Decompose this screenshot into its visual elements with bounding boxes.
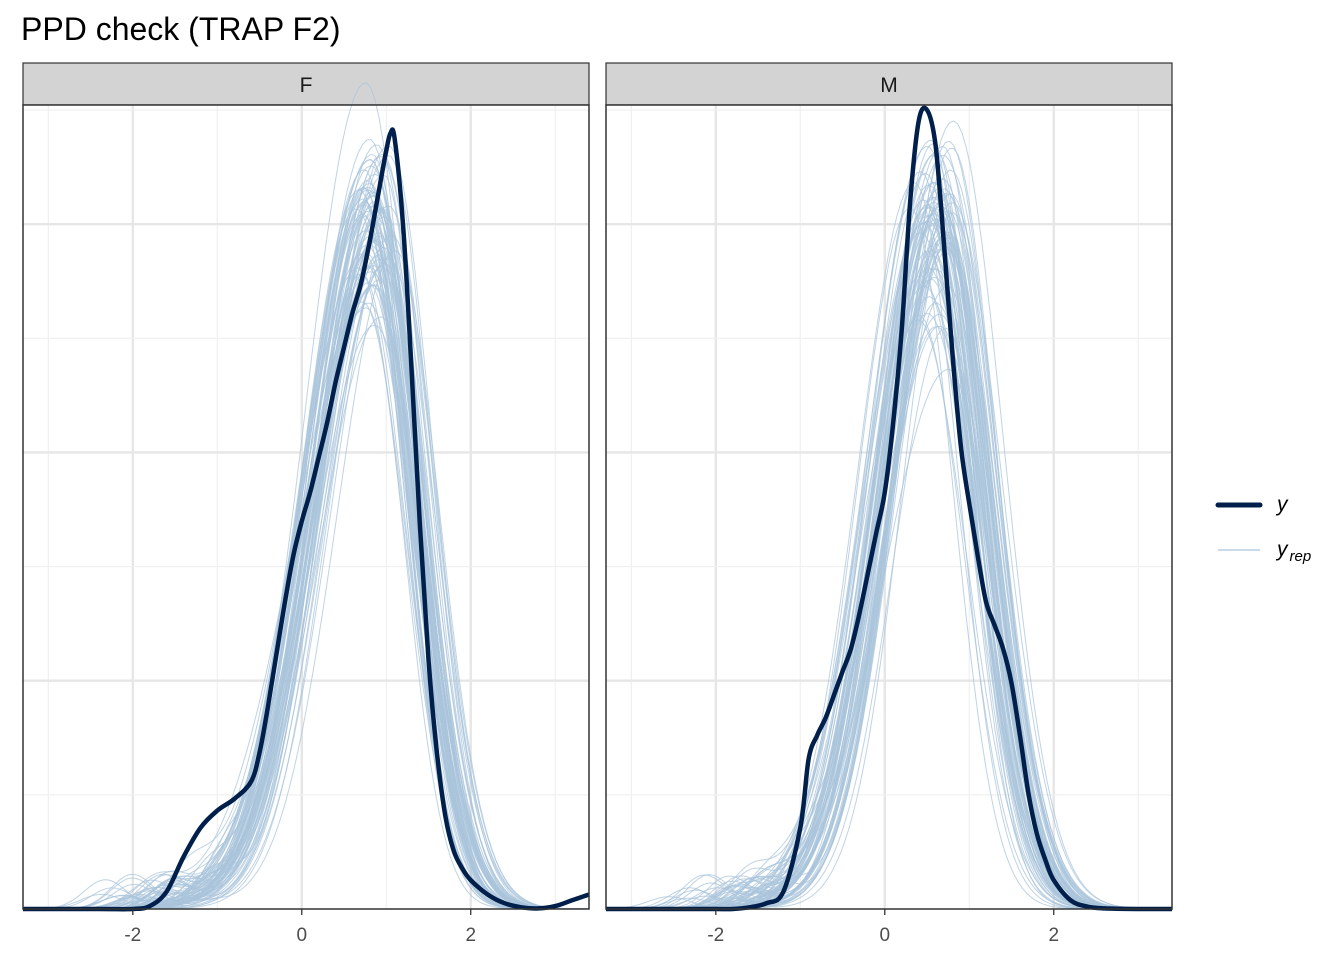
x-tick-label: 0 [879, 925, 890, 946]
facet-panel-m: M -2 0 2 [605, 62, 1173, 946]
yrep-curve [23, 159, 589, 910]
panel-border [605, 104, 1173, 910]
legend-y-label: y [1275, 493, 1289, 516]
yrep-curve [23, 263, 589, 910]
observed-y-curve [605, 105, 1173, 912]
facet-strip [22, 62, 590, 106]
grid-lines [23, 105, 589, 909]
x-tick-label: -2 [707, 925, 724, 946]
chart-title: PPD check (TRAP F2) [21, 11, 340, 47]
grid-lines [606, 105, 1172, 909]
legend: y y rep [1215, 493, 1311, 565]
facet-strip-label: M [880, 74, 898, 97]
x-tick-label: 2 [465, 925, 476, 946]
x-tick-label: 2 [1048, 925, 1059, 946]
yrep-curve [23, 271, 590, 910]
facet-panel-f: F -2 0 2 [22, 62, 590, 946]
legend-yrep-base: y [1275, 538, 1289, 561]
panel-border [22, 104, 590, 910]
legend-yrep-subscript: rep [1290, 548, 1312, 565]
observed-y-curve [22, 127, 590, 912]
facet-panels: F -2 0 2 M -2 0 2 [22, 62, 1173, 946]
x-tick-label: -2 [124, 925, 141, 946]
facet-strip-label: F [300, 74, 313, 97]
x-tick-label: 0 [296, 925, 307, 946]
legend-yrep-label: y rep [1275, 538, 1311, 565]
